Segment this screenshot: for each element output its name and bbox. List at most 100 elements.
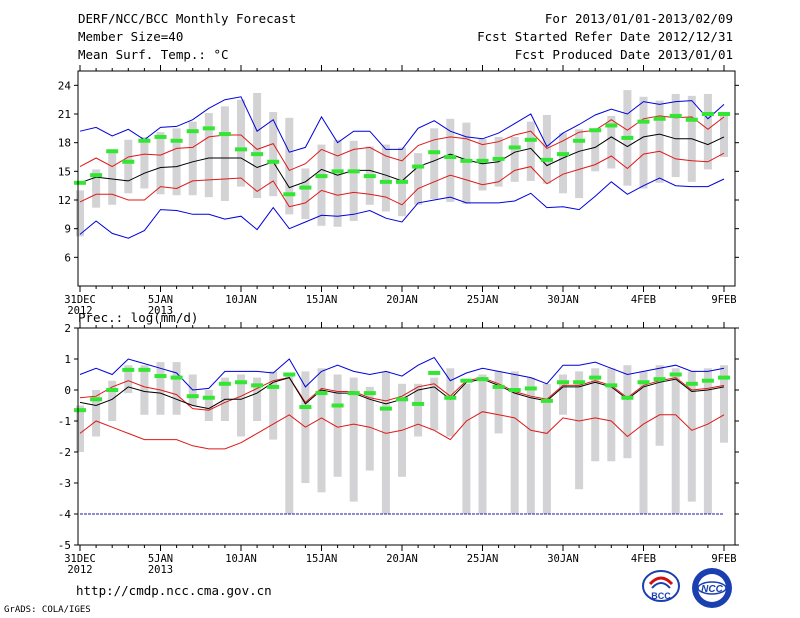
prec-median-mark	[170, 375, 183, 380]
prec-spread-bar	[204, 390, 213, 421]
variable-label: Mean Surf. Temp.: °C	[78, 47, 229, 62]
temp-median-mark	[540, 157, 553, 162]
temp-median-mark	[685, 117, 698, 122]
prec-ytick-label: -4	[58, 508, 72, 521]
prec-xtick-label: 20JAN	[386, 553, 418, 565]
temp-median-mark	[492, 156, 505, 161]
temp-spread-bar	[542, 114, 551, 184]
prec-ytick-label: -2	[58, 446, 71, 459]
temp-max-line	[79, 96, 725, 153]
prec-median-mark	[90, 397, 103, 402]
prec-spread-bar	[108, 380, 117, 421]
prec-median-mark	[653, 377, 666, 382]
prec-spread-bar	[140, 365, 149, 415]
temp-median-mark	[621, 135, 634, 140]
temp-median-mark	[235, 147, 247, 152]
temp-median-mark	[186, 129, 199, 134]
temp-median-mark	[701, 112, 714, 116]
prec-xtick-label: 2013	[148, 564, 173, 576]
temp-xtick-label: 10JAN	[225, 294, 257, 306]
prec-median-mark	[412, 401, 425, 406]
prec-spread-bar	[462, 383, 471, 514]
temp-spread-bar	[140, 136, 149, 189]
temp-median-mark	[267, 159, 280, 164]
temp-spread-bar	[124, 139, 133, 194]
temp-ytick-label: 12	[58, 194, 71, 207]
prec-median-mark	[460, 378, 473, 383]
temp-spread-bar	[414, 153, 423, 205]
temp-spread-bar	[720, 113, 728, 157]
prec-spread-bar	[720, 365, 728, 443]
prec-spread-bar	[365, 386, 374, 471]
prec-spread-bar	[510, 371, 519, 514]
prec-median-mark	[621, 395, 634, 400]
temp-spread-bar	[269, 112, 278, 197]
temp-median-mark	[573, 138, 586, 143]
prec-xtick-label: 4FEB	[631, 553, 656, 565]
prec-spread-bar	[124, 365, 133, 394]
temp-ytick-label: 24	[58, 79, 72, 92]
temp-median-mark	[444, 155, 457, 159]
temp-spread-bar	[349, 140, 358, 222]
temp-median-mark	[170, 138, 183, 143]
temp-spread-bar	[92, 169, 101, 208]
prec-ytick-label: 1	[64, 353, 71, 366]
prec-median-mark	[557, 380, 569, 385]
prec-median-mark	[379, 406, 392, 411]
temp-spread-bar	[172, 128, 181, 196]
prec-spread-bar	[317, 368, 326, 493]
website-url[interactable]: http://cmdp.ncc.cma.gov.cn	[76, 583, 272, 598]
temp-spread-bar	[220, 106, 229, 201]
temp-xtick-label: 15JAN	[306, 294, 338, 306]
prec-xtick-label: 5JAN	[148, 553, 173, 565]
temp-spread-bar	[204, 113, 213, 198]
prec-spread-bar	[446, 368, 455, 437]
temp-median-mark	[589, 128, 602, 133]
temp-median-mark	[331, 169, 344, 174]
prec-spread-bar	[639, 371, 648, 514]
prec-spread-bar	[494, 371, 503, 434]
temp-median-mark	[428, 150, 441, 155]
temp-xtick-label: 2013	[148, 305, 173, 317]
temp-median-mark	[315, 174, 328, 179]
temp-spread-bar	[510, 136, 519, 182]
prec-median-mark	[186, 394, 199, 399]
temp-median-mark	[138, 138, 151, 143]
prec-median-mark	[267, 384, 280, 389]
prec-spread-bar	[607, 368, 616, 462]
temp-spread-bar	[655, 100, 664, 183]
temp-ytick-label: 6	[64, 251, 71, 264]
temp-median-mark	[90, 173, 103, 178]
prec-spread-bar	[671, 368, 680, 514]
temp-ytick-label: 21	[58, 108, 71, 121]
prec-ytick-label: 2	[64, 322, 71, 335]
prec-spread-bar	[381, 371, 390, 514]
member-size: Member Size=40	[78, 29, 184, 44]
prec-median-mark	[589, 375, 602, 380]
prec-ytick-label: -3	[58, 477, 71, 490]
fcst-produced-date: Fcst Produced Date 2013/01/01	[514, 47, 733, 62]
ncc-logo: NCC	[692, 568, 732, 608]
prec-spread-bar	[526, 377, 535, 514]
prec-spread-bar	[414, 383, 423, 437]
temp-median-mark	[202, 126, 215, 131]
prec-sd-lower-line	[79, 411, 725, 450]
prec-spread-bar	[542, 383, 551, 514]
temp-spread-bar	[381, 144, 390, 212]
prec-median-mark	[573, 380, 586, 385]
temp-xtick-label: 5JAN	[148, 294, 173, 306]
temp-xtick-label: 9FEB	[711, 294, 736, 306]
prec-median-mark	[331, 403, 344, 408]
temp-spread-bar	[462, 122, 471, 204]
prec-spread-bar	[156, 362, 165, 415]
prec-xtick-label: 31DEC	[64, 553, 96, 565]
prec-median-mark	[251, 383, 264, 388]
chart-title: DERF/NCC/BCC Monthly Forecast	[78, 11, 297, 26]
prec-median-mark	[669, 372, 682, 377]
temp-median-mark	[557, 152, 569, 157]
temp-xtick-label: 2012	[67, 305, 92, 317]
prec-spread-bar	[92, 390, 101, 437]
temp-median-mark	[524, 137, 537, 142]
prec-xtick-label: 9FEB	[711, 553, 736, 565]
